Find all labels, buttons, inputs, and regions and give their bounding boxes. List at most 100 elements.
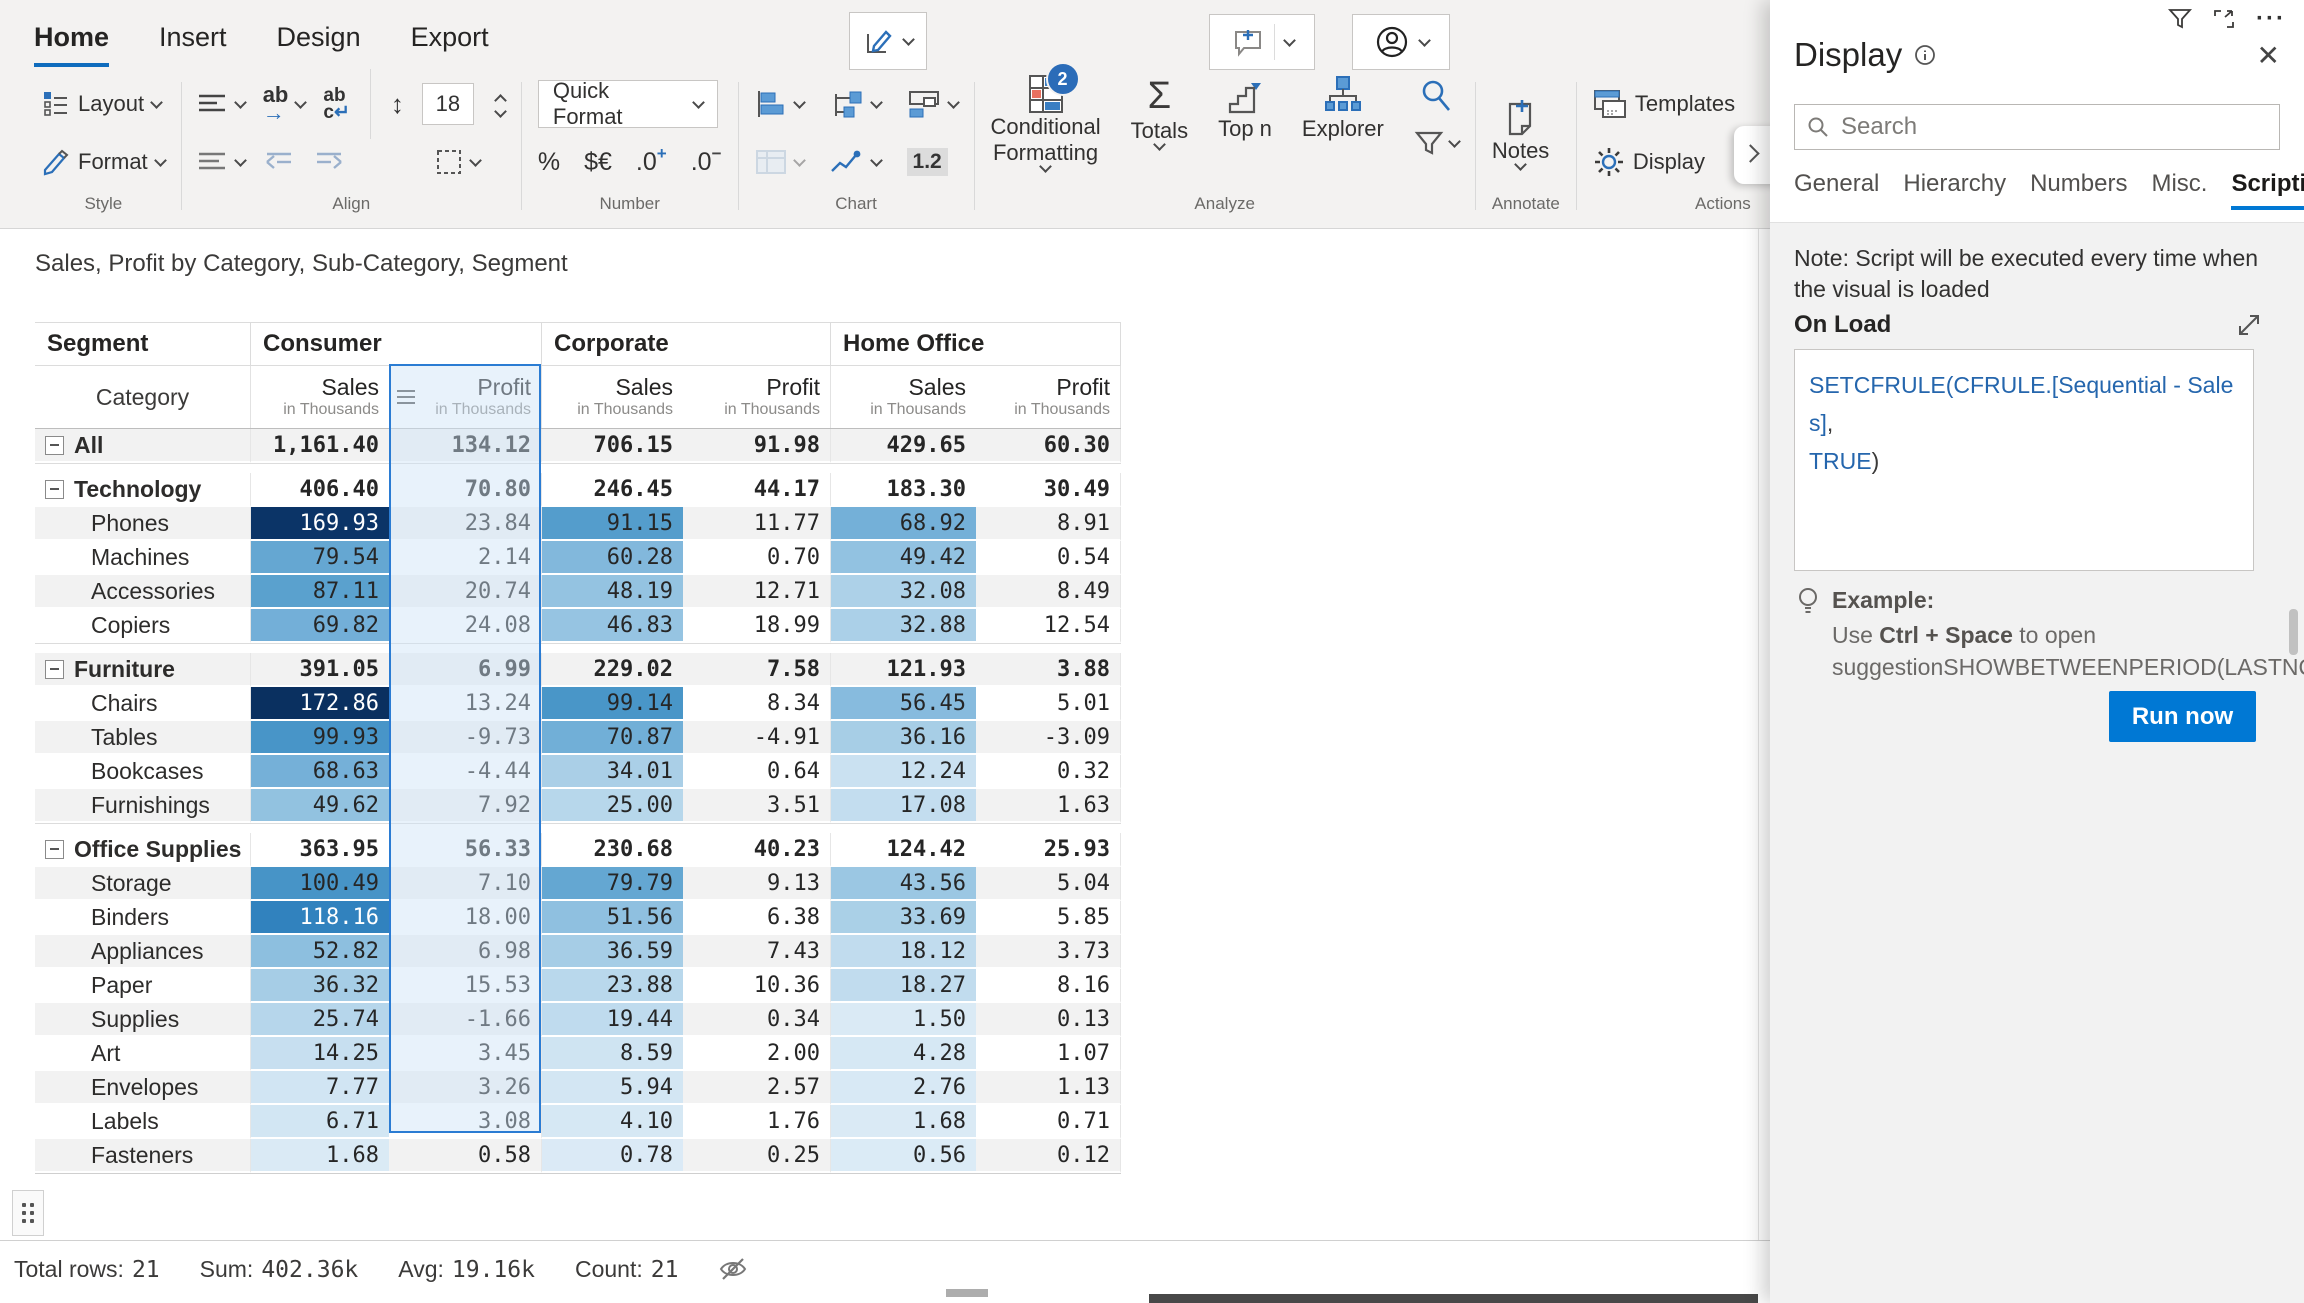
value-cell[interactable]: 13.24 <box>389 687 541 721</box>
number-display-button[interactable]: 1.2 <box>907 148 948 176</box>
value-cell[interactable]: 70.87 <box>541 721 683 755</box>
value-cell[interactable]: 87.11 <box>250 575 389 609</box>
run-now-button[interactable]: Run now <box>2109 691 2256 742</box>
row-label[interactable]: Binders <box>35 901 250 935</box>
value-cell[interactable]: -9.73 <box>389 721 541 755</box>
value-cell[interactable]: 7.58 <box>683 653 830 687</box>
value-cell[interactable]: 2.57 <box>683 1071 830 1105</box>
tab-numbers[interactable]: Numbers <box>2030 170 2127 210</box>
search-input[interactable] <box>1839 112 2267 142</box>
top-n-button[interactable]: Top n <box>1218 74 1272 142</box>
outdent-button[interactable] <box>263 151 295 173</box>
value-cell[interactable]: 49.62 <box>250 789 389 823</box>
font-size-stepper[interactable] <box>496 92 505 116</box>
conditional-formatting-button[interactable]: 2 ConditionalFormatting <box>991 74 1101 171</box>
tab-design[interactable]: Design <box>277 22 361 67</box>
search-zoom-icon[interactable] <box>1418 78 1454 114</box>
value-cell[interactable]: 11.77 <box>683 507 830 541</box>
value-cell[interactable]: 3.51 <box>683 789 830 823</box>
currency-format-button[interactable]: $€ <box>584 148 612 177</box>
percent-format-button[interactable]: % <box>538 148 560 177</box>
value-cell[interactable]: 25.93 <box>976 833 1121 867</box>
value-cell[interactable]: -3.09 <box>976 721 1121 755</box>
script-editor[interactable]: SETCFRULE(CFRULE.[Sequential - Sales], T… <box>1794 349 2254 571</box>
value-cell[interactable]: 429.65 <box>830 429 976 463</box>
value-cell[interactable]: 0.12 <box>976 1139 1121 1173</box>
column-drag-icon[interactable] <box>397 386 415 408</box>
value-cell[interactable]: 99.14 <box>541 687 683 721</box>
value-cell[interactable]: 1.68 <box>830 1105 976 1139</box>
value-cell[interactable]: 121.93 <box>830 653 976 687</box>
row-label[interactable]: Technology <box>35 473 250 507</box>
value-cell[interactable]: 0.13 <box>976 1003 1121 1037</box>
column-header-home-office-profit[interactable]: Profitin Thousands <box>976 366 1121 428</box>
value-cell[interactable]: 36.59 <box>541 935 683 969</box>
visual-filter-icon[interactable] <box>2168 8 2192 30</box>
row-height-button[interactable]: ↕ <box>391 89 404 120</box>
value-cell[interactable]: -1.66 <box>389 1003 541 1037</box>
value-cell[interactable]: 1.63 <box>976 789 1121 823</box>
font-size-input[interactable]: 18 <box>422 83 474 125</box>
value-cell[interactable]: 99.93 <box>250 721 389 755</box>
value-cell[interactable]: 49.42 <box>830 541 976 575</box>
value-cell[interactable]: 0.71 <box>976 1105 1121 1139</box>
quick-format-dropdown[interactable]: Quick Format <box>538 80 718 128</box>
more-options-icon[interactable]: ··· <box>2256 12 2286 26</box>
row-label[interactable]: Art <box>35 1037 250 1071</box>
small-multiples-button[interactable] <box>907 89 958 119</box>
tab-export[interactable]: Export <box>411 22 489 67</box>
value-cell[interactable]: 36.32 <box>250 969 389 1003</box>
value-cell[interactable]: 0.56 <box>830 1139 976 1173</box>
value-cell[interactable]: 91.15 <box>541 507 683 541</box>
value-cell[interactable]: 5.04 <box>976 867 1121 901</box>
value-cell[interactable]: -4.91 <box>683 721 830 755</box>
row-label[interactable]: Supplies <box>35 1003 250 1037</box>
value-cell[interactable]: 134.12 <box>389 429 541 463</box>
value-cell[interactable]: 18.99 <box>683 609 830 643</box>
value-cell[interactable]: 4.28 <box>830 1037 976 1071</box>
value-cell[interactable]: 0.78 <box>541 1139 683 1173</box>
templates-button[interactable]: Templates <box>1593 89 1735 119</box>
row-label[interactable]: Chairs <box>35 687 250 721</box>
value-cell[interactable]: 0.25 <box>683 1139 830 1173</box>
value-cell[interactable]: 51.56 <box>541 901 683 935</box>
filter-button[interactable] <box>1414 130 1459 156</box>
column-header-home-office-sales[interactable]: Salesin Thousands <box>830 366 976 428</box>
value-cell[interactable]: 9.13 <box>683 867 830 901</box>
value-cell[interactable]: 23.84 <box>389 507 541 541</box>
value-cell[interactable]: 2.76 <box>830 1071 976 1105</box>
value-cell[interactable]: 3.73 <box>976 935 1121 969</box>
value-cell[interactable]: 15.53 <box>389 969 541 1003</box>
value-cell[interactable]: 0.64 <box>683 755 830 789</box>
row-label[interactable]: Copiers <box>35 609 250 643</box>
value-cell[interactable]: 6.99 <box>389 653 541 687</box>
row-label[interactable]: Office Supplies <box>35 833 250 867</box>
value-cell[interactable]: 3.45 <box>389 1037 541 1071</box>
value-cell[interactable]: 1.13 <box>976 1071 1121 1105</box>
row-label[interactable]: Machines <box>35 541 250 575</box>
expand-editor-icon[interactable] <box>2236 312 2262 338</box>
table-style-button[interactable] <box>755 149 804 175</box>
value-cell[interactable]: 230.68 <box>541 833 683 867</box>
value-cell[interactable]: 69.82 <box>250 609 389 643</box>
value-cell[interactable]: 23.88 <box>541 969 683 1003</box>
value-cell[interactable]: 8.49 <box>976 575 1121 609</box>
value-cell[interactable]: 7.10 <box>389 867 541 901</box>
value-cell[interactable]: 18.00 <box>389 901 541 935</box>
tab-scripting[interactable]: Scripting <box>2231 170 2304 210</box>
value-cell[interactable]: 183.30 <box>830 473 976 507</box>
row-label[interactable]: Labels <box>35 1105 250 1139</box>
focus-mode-icon[interactable] <box>2212 8 2236 30</box>
value-cell[interactable]: 8.91 <box>976 507 1121 541</box>
value-cell[interactable]: 5.94 <box>541 1071 683 1105</box>
borders-button[interactable] <box>435 148 480 176</box>
value-cell[interactable]: 19.44 <box>541 1003 683 1037</box>
value-cell[interactable]: 0.70 <box>683 541 830 575</box>
decrease-decimals-button[interactable]: .0− <box>691 148 722 177</box>
format-button[interactable]: Format <box>42 148 165 176</box>
add-comment-button[interactable] <box>1209 14 1315 70</box>
value-cell[interactable]: 406.40 <box>250 473 389 507</box>
scrollbar-thumb[interactable] <box>946 1289 988 1297</box>
value-cell[interactable]: 30.49 <box>976 473 1121 507</box>
sparkline-button[interactable] <box>830 149 881 175</box>
